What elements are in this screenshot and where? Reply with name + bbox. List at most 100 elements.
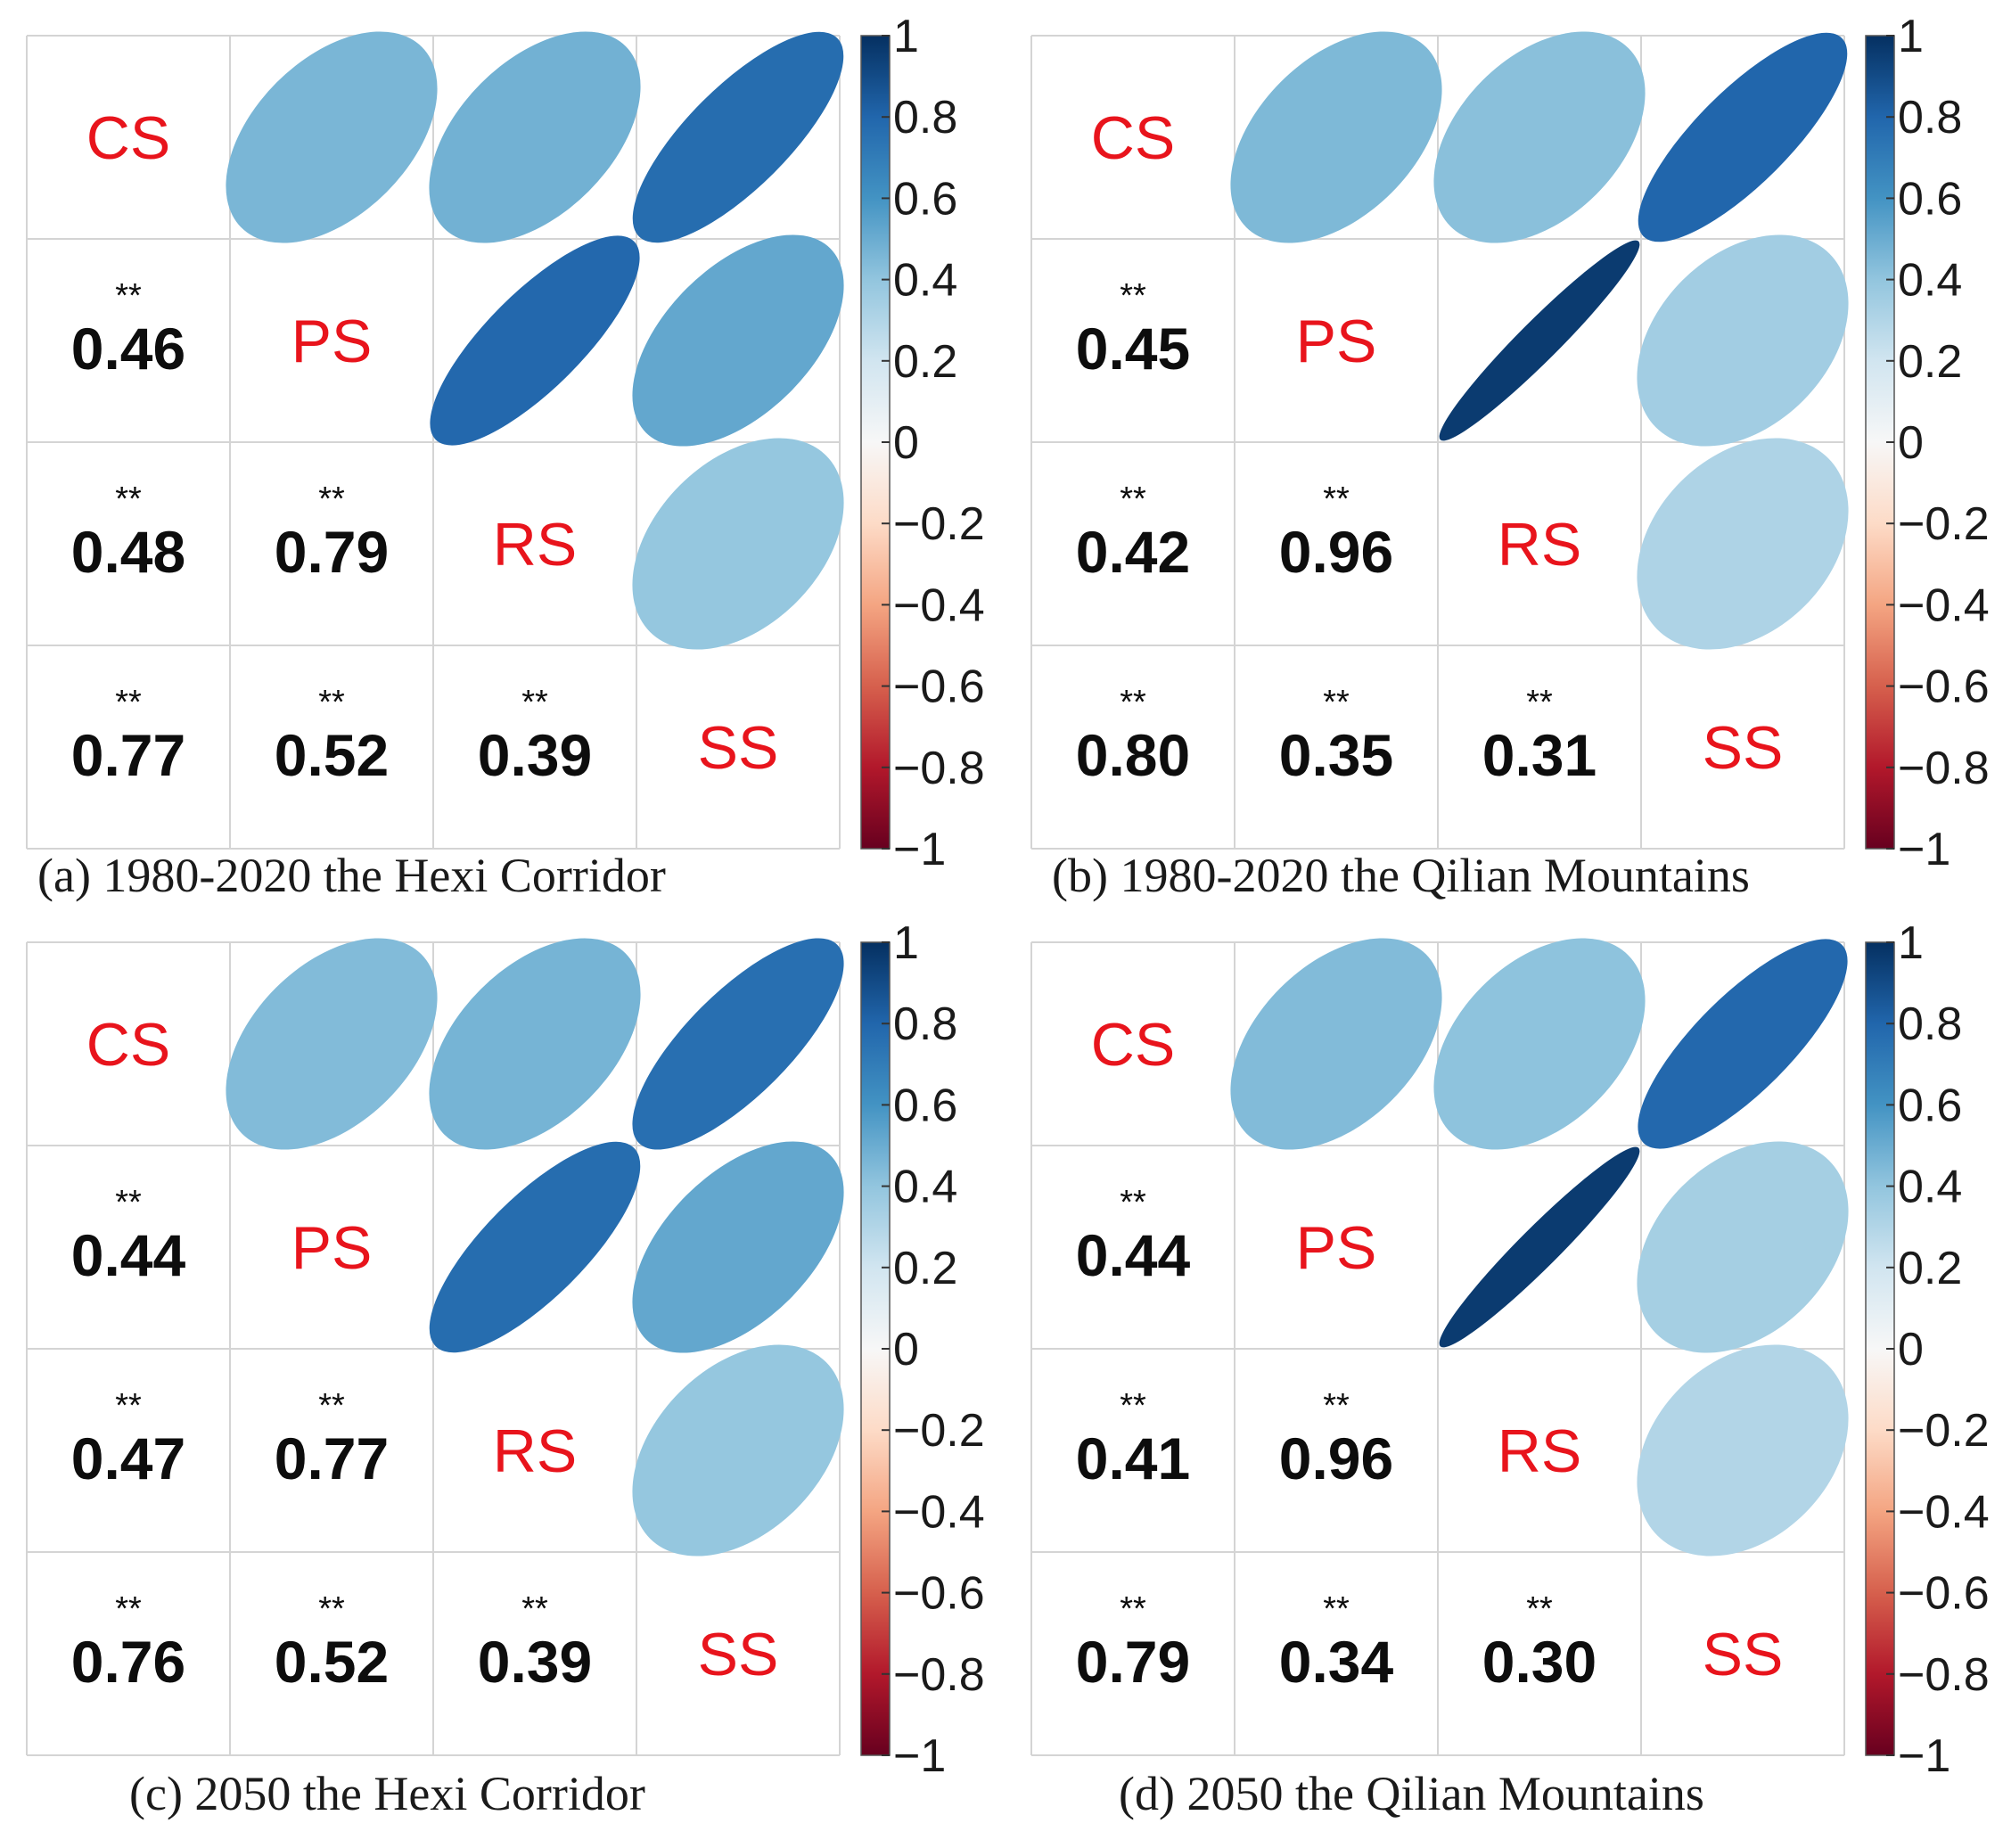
variable-label-cs: CS [86, 1011, 170, 1079]
significance-mark: ** [1120, 1590, 1146, 1628]
correlation-value: 0.48 [71, 519, 185, 585]
panel-c: CSPSRSSS**0.44**0.47**0.77**0.76**0.52**… [26, 917, 985, 1820]
variable-label-cs: CS [86, 104, 170, 172]
panel-title: (b) 1980-2020 the Qilian Mountains [1052, 849, 1750, 902]
colorbar-tick-label: 0.6 [1898, 173, 1962, 225]
ellipse-cs-ss [1638, 939, 1848, 1149]
ellipse-cs-rs [429, 31, 641, 243]
colorbar-tick-label: −1 [893, 824, 946, 875]
variable-label-cs: CS [1091, 1011, 1175, 1079]
ellipse-cs-ps [1230, 31, 1442, 243]
ellipse-ps-rs [430, 235, 640, 446]
correlation-value: 0.76 [71, 1629, 185, 1695]
ellipse-cs-ss [1638, 32, 1848, 242]
significance-mark: ** [115, 480, 142, 518]
colorbar-tick-label: 0 [893, 1324, 919, 1376]
variable-label-ps: PS [1296, 1214, 1377, 1282]
ellipse-cs-rs [1433, 938, 1646, 1150]
colorbar-tick-label: 0.8 [893, 92, 957, 144]
colorbar-tick-label: −0.6 [1898, 661, 1990, 713]
correlation-value: 0.30 [1482, 1629, 1597, 1695]
variable-label-ss: SS [1703, 714, 1784, 782]
colorbar-tick-label: −0.4 [1898, 1486, 1990, 1538]
correlation-value: 0.39 [478, 722, 592, 788]
significance-mark: ** [521, 1590, 548, 1628]
colorbar-tick-label: −0.8 [1898, 1649, 1990, 1701]
colorbar-tick-label: 1 [1898, 917, 1924, 969]
correlation-value: 0.41 [1076, 1425, 1190, 1491]
colorbar-tick-label: 0 [893, 417, 919, 469]
significance-mark: ** [115, 1387, 142, 1425]
colorbar-tick-label: 0.2 [1898, 1243, 1962, 1294]
significance-mark: ** [1120, 1184, 1146, 1221]
significance-mark: ** [1120, 1387, 1146, 1425]
colorbar-tick-label: −0.8 [893, 1649, 985, 1701]
colorbar-tick-label: 0.6 [1898, 1080, 1962, 1131]
panel-d: CSPSRSSS**0.44**0.41**0.96**0.79**0.34**… [1030, 917, 1990, 1820]
correlation-value: 0.96 [1279, 1425, 1393, 1491]
panel-title: (c) 2050 the Hexi Corridor [129, 1767, 645, 1820]
correlation-value: 0.34 [1279, 1629, 1394, 1695]
significance-mark: ** [1120, 480, 1146, 518]
significance-mark: ** [1526, 684, 1553, 721]
ellipse-ps-ss [632, 1141, 844, 1353]
correlation-value: 0.52 [275, 1629, 389, 1695]
significance-mark: ** [521, 684, 548, 721]
colorbar-tick-label: −0.8 [1898, 743, 1990, 794]
panel-title: (d) 2050 the Qilian Mountains [1119, 1767, 1704, 1820]
correlation-value: 0.79 [1076, 1629, 1190, 1695]
colorbar-tick-label: −0.4 [1898, 579, 1990, 631]
colorbar-tick-label: 0.4 [893, 1162, 957, 1213]
colorbar-tick-label: −0.4 [893, 1486, 985, 1538]
colorbar-tick-label: −0.2 [1898, 498, 1990, 550]
correlation-value: 0.35 [1279, 722, 1393, 788]
correlation-value: 0.39 [478, 1629, 592, 1695]
colorbar-tick-label: 0.8 [1898, 92, 1962, 144]
ellipse-ps-ss [1637, 234, 1849, 447]
colorbar-tick-label: 1 [893, 11, 919, 62]
colorbar-tick-label: −0.2 [893, 1405, 985, 1457]
colorbar-tick-label: 0.4 [1898, 1162, 1962, 1213]
colorbar-tick-label: 0.4 [1898, 255, 1962, 307]
correlation-value: 0.79 [275, 519, 389, 585]
significance-mark: ** [1323, 1590, 1350, 1628]
ellipse-ps-ss [1637, 1141, 1849, 1353]
colorbar-tick-label: 0.8 [1898, 998, 1962, 1050]
ellipse-cs-rs [1433, 31, 1646, 243]
variable-label-cs: CS [1091, 104, 1175, 172]
correlation-value: 0.47 [71, 1425, 185, 1491]
ellipse-cs-ss [632, 938, 844, 1150]
colorbar-tick-label: −0.2 [893, 498, 985, 550]
significance-mark: ** [115, 684, 142, 721]
significance-mark: ** [1323, 480, 1350, 518]
colorbar-tick-label: 0.2 [1898, 336, 1962, 388]
correlation-value: 0.45 [1076, 316, 1190, 382]
significance-mark: ** [1120, 277, 1146, 315]
colorbar-tick-label: 1 [893, 917, 919, 969]
ellipse-ps-rs [1439, 240, 1640, 441]
correlation-value: 0.77 [71, 722, 185, 788]
significance-mark: ** [115, 277, 142, 315]
variable-label-ss: SS [698, 714, 779, 782]
significance-mark: ** [318, 684, 345, 721]
variable-label-rs: RS [1498, 1417, 1581, 1485]
variable-label-ss: SS [698, 1621, 779, 1688]
colorbar-tick-label: −0.8 [893, 743, 985, 794]
colorbar-tick-label: 0.8 [893, 998, 957, 1050]
ellipse-rs-ss [1637, 1344, 1849, 1556]
significance-mark: ** [318, 480, 345, 518]
panel-b: CSPSRSSS**0.45**0.42**0.96**0.80**0.35**… [1030, 11, 1990, 902]
significance-mark: ** [318, 1387, 345, 1425]
variable-label-ss: SS [1703, 1621, 1784, 1688]
correlation-value: 0.80 [1076, 722, 1190, 788]
colorbar-tick-label: 0 [1898, 1324, 1924, 1376]
ellipse-cs-rs [429, 938, 641, 1150]
significance-mark: ** [318, 1590, 345, 1628]
colorbar-tick-label: −0.6 [893, 661, 985, 713]
colorbar-tick-label: 0 [1898, 417, 1924, 469]
colorbar-tick-label: 1 [1898, 11, 1924, 62]
colorbar-tick-label: −0.4 [893, 579, 985, 631]
correlation-value: 0.31 [1482, 722, 1597, 788]
significance-mark: ** [115, 1184, 142, 1221]
